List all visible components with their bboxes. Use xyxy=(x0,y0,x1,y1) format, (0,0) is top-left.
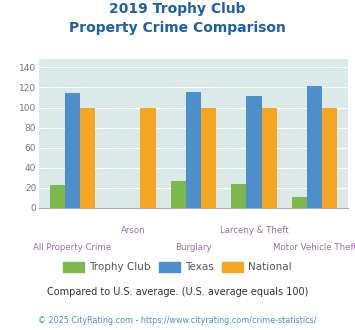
Text: Burglary: Burglary xyxy=(175,243,212,251)
Text: Arson: Arson xyxy=(121,226,145,235)
Legend: Trophy Club, Texas, National: Trophy Club, Texas, National xyxy=(59,258,296,277)
Bar xyxy=(186,91,201,208)
Bar xyxy=(262,108,277,208)
Bar xyxy=(201,108,216,208)
Text: 2019 Trophy Club: 2019 Trophy Club xyxy=(109,2,246,16)
Bar xyxy=(80,108,95,208)
Bar xyxy=(141,108,155,208)
Text: © 2025 CityRating.com - https://www.cityrating.com/crime-statistics/: © 2025 CityRating.com - https://www.city… xyxy=(38,315,317,325)
Bar xyxy=(50,185,65,208)
Text: Larceny & Theft: Larceny & Theft xyxy=(220,226,288,235)
Bar xyxy=(292,197,307,208)
Bar xyxy=(322,108,337,208)
Text: Property Crime Comparison: Property Crime Comparison xyxy=(69,21,286,35)
Bar xyxy=(307,86,322,208)
Bar xyxy=(246,95,262,208)
Bar xyxy=(231,184,246,208)
Text: All Property Crime: All Property Crime xyxy=(33,243,111,251)
Text: Motor Vehicle Theft: Motor Vehicle Theft xyxy=(273,243,355,251)
Bar xyxy=(65,92,80,208)
Bar xyxy=(171,181,186,208)
Text: Compared to U.S. average. (U.S. average equals 100): Compared to U.S. average. (U.S. average … xyxy=(47,287,308,297)
